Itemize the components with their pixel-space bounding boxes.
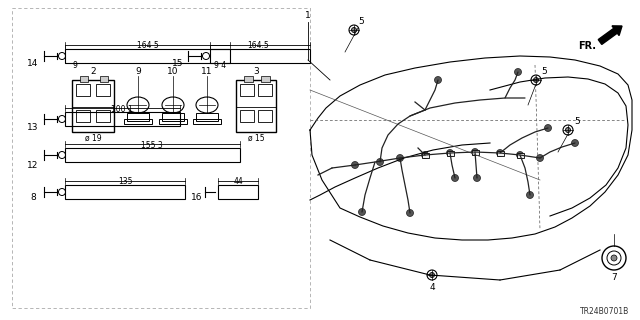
Text: 1: 1 xyxy=(305,12,311,20)
Circle shape xyxy=(474,174,481,181)
Circle shape xyxy=(422,151,429,158)
Bar xyxy=(210,49,310,63)
Text: 9: 9 xyxy=(135,68,141,76)
Circle shape xyxy=(497,149,504,156)
Bar xyxy=(196,113,218,121)
Text: ø 15: ø 15 xyxy=(248,133,264,142)
Circle shape xyxy=(545,124,552,132)
Bar xyxy=(65,112,180,126)
Circle shape xyxy=(534,77,538,83)
Text: TR24B0701B: TR24B0701B xyxy=(580,308,629,316)
Bar xyxy=(127,113,149,121)
Circle shape xyxy=(435,76,442,84)
Circle shape xyxy=(351,162,358,169)
Text: 5: 5 xyxy=(574,117,580,126)
Bar xyxy=(65,185,185,199)
Bar xyxy=(240,110,254,122)
Text: 15: 15 xyxy=(172,59,184,68)
Text: 100 1: 100 1 xyxy=(111,105,133,114)
Text: FR.: FR. xyxy=(578,41,596,51)
Circle shape xyxy=(429,273,435,277)
Bar xyxy=(218,185,258,199)
Bar xyxy=(72,80,114,132)
Text: 8: 8 xyxy=(30,194,36,203)
Circle shape xyxy=(447,149,454,156)
Bar xyxy=(422,153,429,158)
Circle shape xyxy=(572,140,579,147)
Text: 13: 13 xyxy=(28,124,39,132)
Text: 164 5: 164 5 xyxy=(137,42,159,51)
Bar xyxy=(65,49,230,63)
Bar xyxy=(100,76,108,82)
Text: 3: 3 xyxy=(253,68,259,76)
Bar xyxy=(244,76,253,82)
Text: 16: 16 xyxy=(191,194,203,203)
Bar xyxy=(65,148,240,162)
Bar xyxy=(236,80,276,132)
Bar xyxy=(159,119,187,124)
Bar xyxy=(162,113,184,121)
Bar xyxy=(261,76,270,82)
Circle shape xyxy=(527,191,534,198)
Text: 135: 135 xyxy=(118,178,132,187)
Circle shape xyxy=(566,127,570,132)
Bar xyxy=(258,110,272,122)
Text: ø 19: ø 19 xyxy=(84,133,101,142)
Bar xyxy=(258,84,272,96)
Text: 4: 4 xyxy=(429,284,435,292)
FancyArrow shape xyxy=(598,26,622,44)
Circle shape xyxy=(611,255,617,261)
Circle shape xyxy=(358,209,365,215)
Bar xyxy=(124,119,152,124)
Circle shape xyxy=(451,174,458,181)
Bar xyxy=(96,110,110,122)
Circle shape xyxy=(472,148,479,156)
Bar xyxy=(76,84,90,96)
Bar xyxy=(76,110,90,122)
Circle shape xyxy=(376,158,383,165)
Text: 9 4: 9 4 xyxy=(214,61,226,70)
Circle shape xyxy=(406,210,413,217)
Text: 5: 5 xyxy=(358,18,364,27)
Bar xyxy=(96,84,110,96)
Text: 2: 2 xyxy=(90,68,96,76)
Text: 9: 9 xyxy=(72,61,77,70)
Bar xyxy=(12,8,310,308)
Circle shape xyxy=(351,28,356,33)
Bar xyxy=(240,84,254,96)
Bar xyxy=(447,151,454,156)
Bar xyxy=(80,76,88,82)
Text: 44: 44 xyxy=(233,178,243,187)
Text: 12: 12 xyxy=(28,161,38,170)
Text: 7: 7 xyxy=(611,274,617,283)
Text: 5: 5 xyxy=(541,68,547,76)
Text: 155 3: 155 3 xyxy=(141,140,163,149)
Text: 164.5: 164.5 xyxy=(247,42,269,51)
Circle shape xyxy=(536,155,543,162)
Text: 11: 11 xyxy=(201,68,212,76)
Text: 14: 14 xyxy=(28,59,38,68)
Text: 10: 10 xyxy=(167,68,179,76)
Bar xyxy=(517,153,524,158)
Bar xyxy=(497,151,504,156)
Bar xyxy=(193,119,221,124)
Circle shape xyxy=(516,151,524,158)
Circle shape xyxy=(397,155,403,162)
Bar xyxy=(472,150,479,155)
Circle shape xyxy=(515,68,522,76)
